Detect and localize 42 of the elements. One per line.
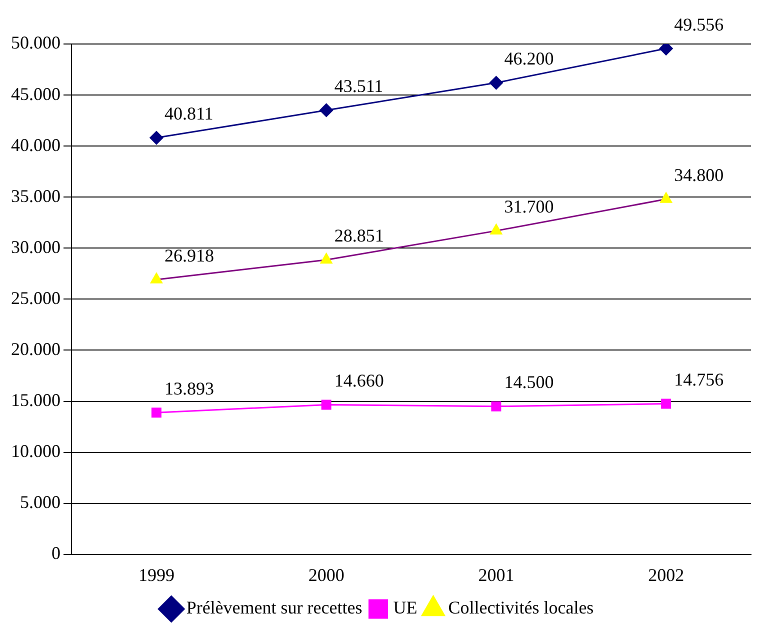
- y-tick-label: 5.000: [20, 492, 60, 512]
- data-label: 28.851: [334, 226, 384, 246]
- data-label: 49.556: [674, 14, 724, 34]
- y-tick-label: 35.000: [11, 186, 60, 206]
- y-tick-label: 45.000: [11, 84, 60, 104]
- point: [150, 131, 164, 145]
- point: [150, 272, 162, 284]
- point: [660, 192, 672, 203]
- data-label: 43.511: [334, 76, 384, 96]
- legend-label: Collectivités locales: [448, 598, 594, 618]
- y-tick-label: 50.000: [11, 32, 60, 53]
- data-label: 14.756: [674, 370, 724, 390]
- data-label: 26.918: [164, 245, 214, 266]
- y-tick-label: 10.000: [11, 441, 60, 462]
- y-tick-label: 30.000: [11, 236, 60, 257]
- point: [320, 253, 332, 264]
- data-label: 13.893: [164, 378, 214, 398]
- point: [321, 400, 332, 410]
- data-label: 14.660: [334, 370, 384, 390]
- x-tick-label: 2001: [478, 564, 514, 585]
- data-label: 46.200: [504, 48, 554, 69]
- point: [490, 224, 502, 235]
- point: [151, 408, 162, 418]
- legend-label: Prélèvement sur recettes: [186, 598, 362, 618]
- y-tick-label: 20.000: [11, 338, 60, 359]
- y-tick-label: 40.000: [11, 134, 60, 155]
- data-label: 14.500: [504, 372, 554, 392]
- point: [661, 398, 672, 409]
- x-tick-label: 2002: [648, 564, 684, 585]
- y-tick-label: 15.000: [11, 390, 60, 410]
- y-tick-label: 0: [52, 543, 60, 564]
- x-tick-label: 2000: [308, 564, 344, 585]
- point: [491, 401, 502, 412]
- x-tick-label: 1999: [138, 564, 174, 585]
- point: [659, 44, 673, 56]
- point: [320, 103, 334, 117]
- y-tick-label: 25.000: [11, 288, 60, 308]
- point: [489, 76, 503, 90]
- data-label: 31.700: [504, 196, 554, 217]
- data-label: 34.800: [674, 164, 724, 185]
- data-label: 40.811: [164, 104, 214, 124]
- legend-label: UE: [393, 598, 418, 618]
